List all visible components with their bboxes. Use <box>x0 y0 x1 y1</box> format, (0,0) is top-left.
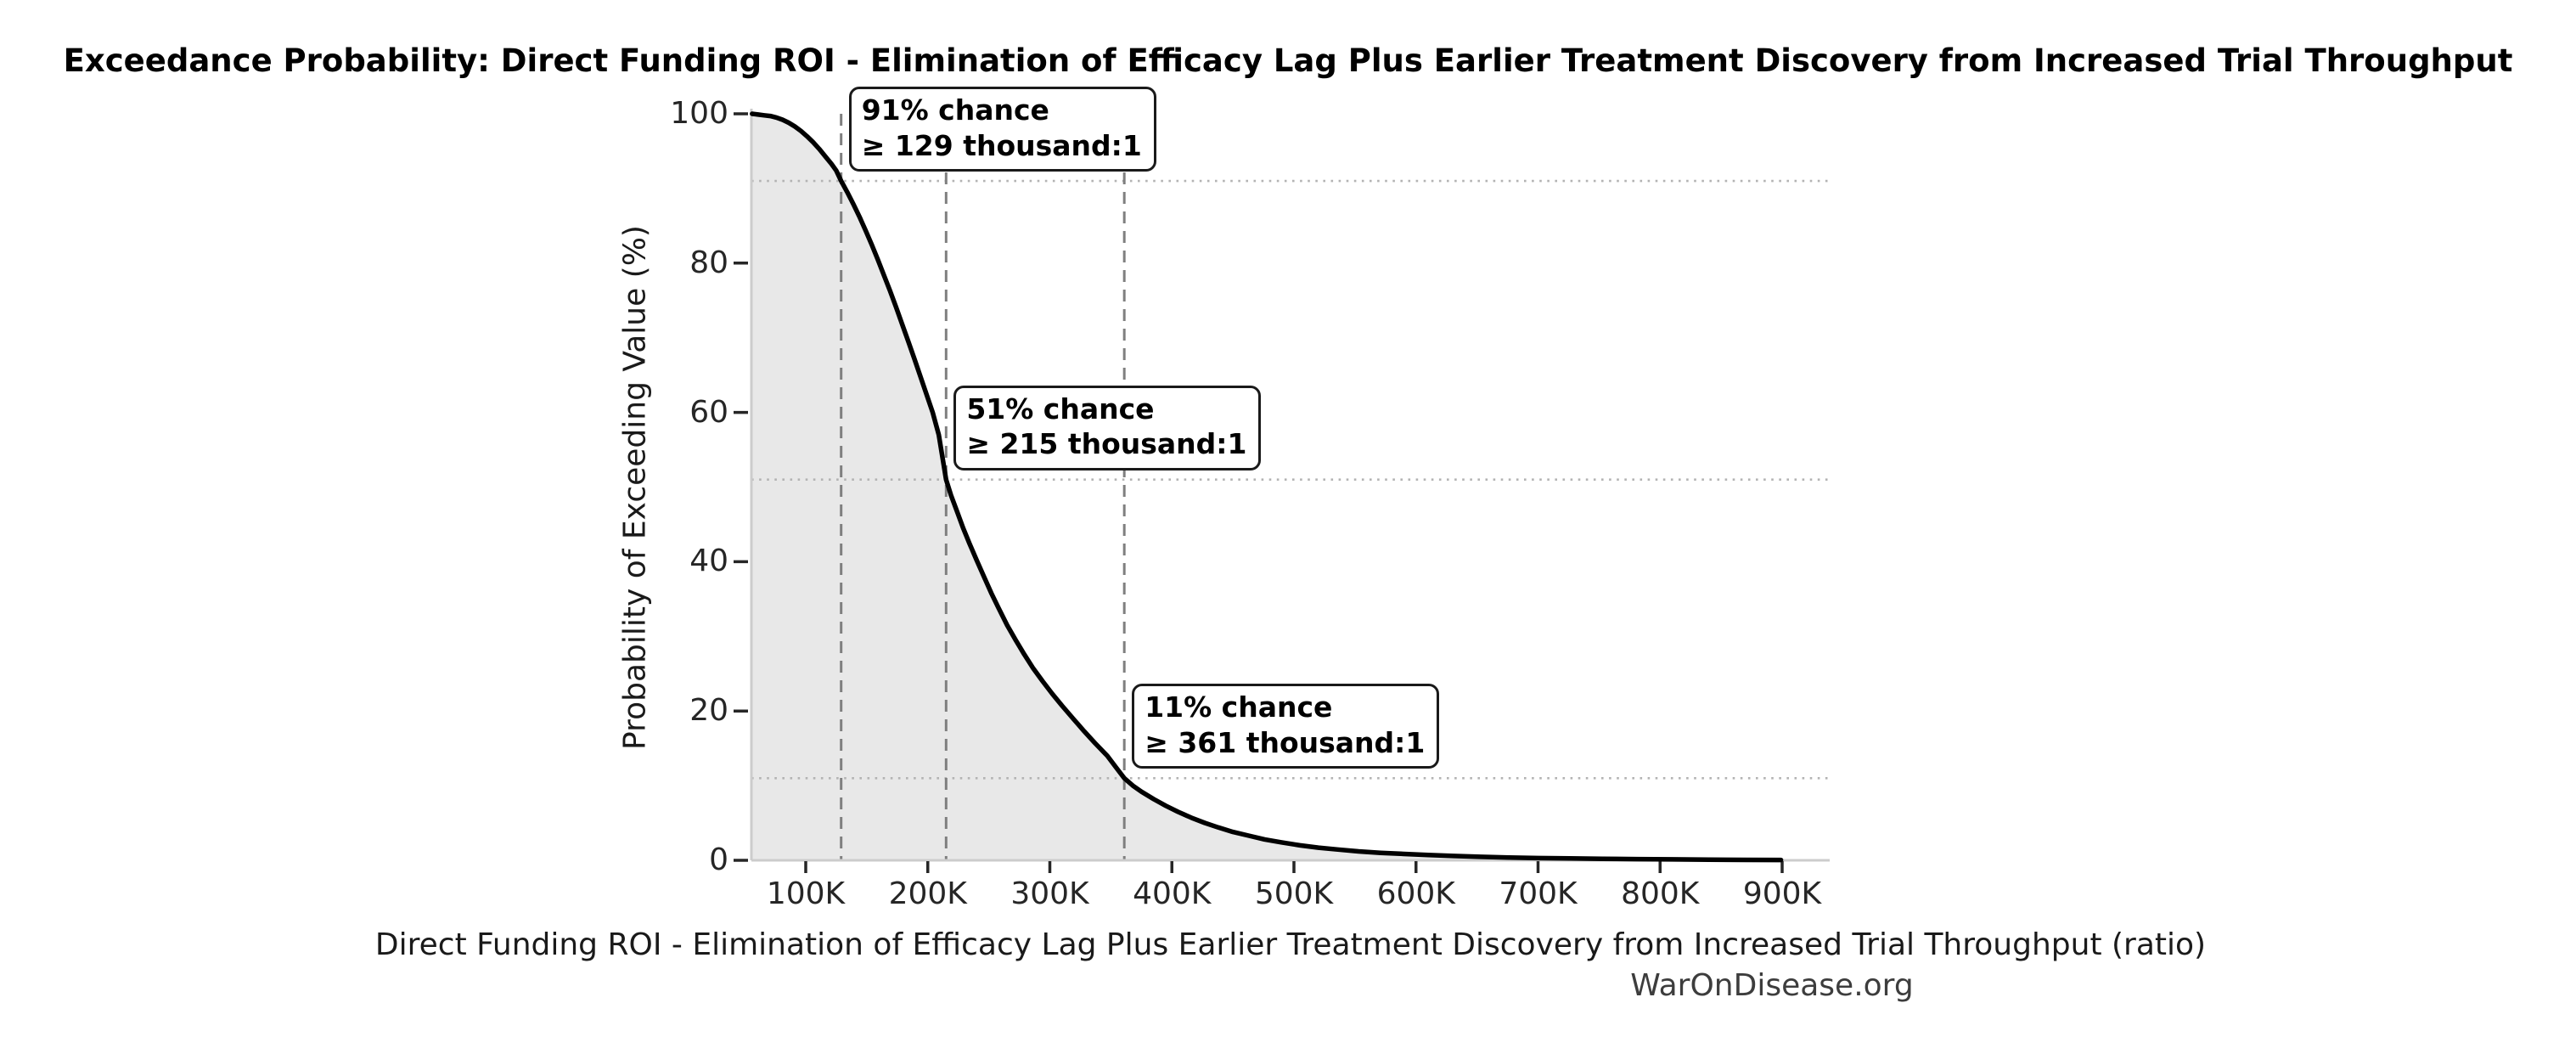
annotation-box: 91% chance ≥ 129 thousand:1 <box>848 86 1156 172</box>
x-tick-label: 300K <box>1010 876 1089 911</box>
y-tick-label: 0 <box>709 842 728 877</box>
x-axis-label: Direct Funding ROI - Elimination of Effi… <box>374 927 2207 962</box>
x-tick-label: 200K <box>888 876 967 911</box>
watermark: WarOnDisease.org <box>1630 968 1914 1003</box>
annotation-line2: ≥ 129 thousand:1 <box>861 128 1142 162</box>
x-tick-label: 500K <box>1254 876 1334 911</box>
exceedance-curve <box>750 111 1784 863</box>
chart-title: Exceedance Probability: Direct Funding R… <box>63 42 2513 79</box>
x-tick-label: 800K <box>1621 876 1700 911</box>
x-tick-label: 900K <box>1742 876 1822 911</box>
annotation-line1: 51% chance <box>966 392 1155 425</box>
y-tick-label: 60 <box>689 394 728 430</box>
y-tick-label: 80 <box>689 245 728 280</box>
y-tick-label: 20 <box>689 693 728 729</box>
x-tick-label: 100K <box>766 876 846 911</box>
annotation-line2: ≥ 215 thousand:1 <box>966 427 1247 461</box>
annotation-box: 11% chance ≥ 361 thousand:1 <box>1132 684 1440 769</box>
annotation-line2: ≥ 361 thousand:1 <box>1145 725 1426 759</box>
annotation-box: 51% chance ≥ 215 thousand:1 <box>953 385 1262 470</box>
y-tick-label: 100 <box>670 96 728 131</box>
x-tick-label: 700K <box>1499 876 1578 911</box>
annotation-line1: 11% chance <box>1145 690 1333 724</box>
y-tick-label: 40 <box>689 544 728 579</box>
x-tick-label: 400K <box>1133 876 1212 911</box>
x-tick-label: 600K <box>1376 876 1455 911</box>
area-fill <box>751 114 1781 860</box>
y-axis-label: Probability of Exceeding Value (%) <box>617 225 653 750</box>
annotation-line1: 91% chance <box>861 93 1049 127</box>
